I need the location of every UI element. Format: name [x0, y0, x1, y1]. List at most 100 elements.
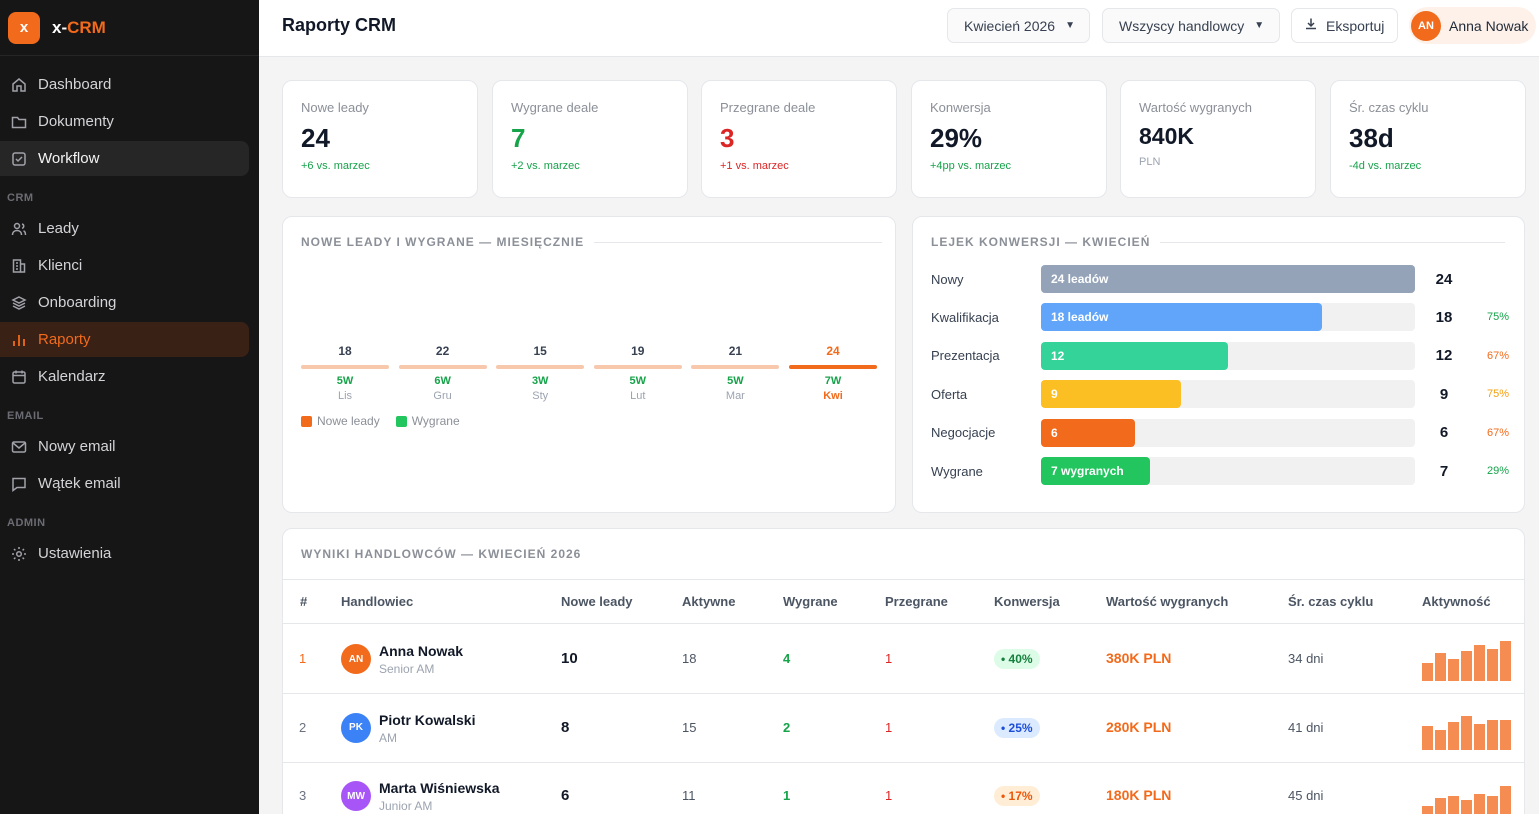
- th-rank[interactable]: #: [300, 594, 308, 609]
- results-title: WYNIKI HANDLOWCÓW — KWIECIEŃ 2026: [301, 547, 582, 561]
- avatar: AN: [1411, 10, 1441, 41]
- funnel-track: 24 leadów: [1041, 265, 1415, 293]
- export-button[interactable]: Eksportuj: [1291, 8, 1398, 43]
- month-column: 18 5W Lis: [301, 344, 389, 402]
- kpi-label: Konwersja: [930, 100, 991, 115]
- rep-name: Marta Wiśniewska: [379, 780, 500, 796]
- calendar-icon: [10, 368, 28, 386]
- rep-select[interactable]: Wszyscy handlowcy ▼: [1102, 8, 1280, 43]
- export-button-label: Eksportuj: [1326, 17, 1385, 34]
- cell-active: 18: [682, 651, 697, 666]
- sidebar-item-kalendarz[interactable]: Kalendarz: [0, 359, 249, 394]
- sidebar-item-label: Raporty: [38, 331, 91, 348]
- sidebar-item-onboarding[interactable]: Onboarding: [0, 285, 249, 320]
- kpi-value: 29%: [930, 123, 983, 153]
- funnel-count: 18: [1435, 308, 1453, 326]
- month-leads-bar: [691, 365, 780, 369]
- sidebar-item-leady[interactable]: Leady: [0, 211, 249, 246]
- sidebar-item-dokumenty[interactable]: Dokumenty: [0, 104, 249, 139]
- kpi-label: Nowe leady: [301, 100, 369, 115]
- brand[interactable]: x x-CRM: [0, 0, 259, 56]
- cell-new-leads: 10: [561, 650, 578, 667]
- month-won-value: 5W: [336, 375, 354, 387]
- activity-bar: [1435, 798, 1446, 814]
- th-value[interactable]: Wartość wygranych: [1106, 594, 1229, 609]
- month-leads-bar: [301, 365, 389, 369]
- nav-section-email: EMAIL: [7, 410, 44, 422]
- month-leads-value: 15: [533, 344, 547, 358]
- sidebar-item-dashboard[interactable]: Dashboard: [0, 67, 249, 102]
- funnel-stage-label: Kwalifikacja: [931, 309, 999, 325]
- funnel-title: LEJEK KONWERSJI — KWIECIEŃ: [931, 235, 1151, 249]
- activity-bar: [1461, 800, 1472, 814]
- activity-bar: [1487, 719, 1498, 750]
- cell-won: 2: [783, 719, 791, 735]
- table-row[interactable]: 3 MW Marta Wiśniewska Junior AM 6 11 1 1 • 17% 18…: [283, 762, 1524, 814]
- cell-lost: 1: [885, 788, 893, 803]
- funnel-track: 18 leadów: [1041, 303, 1415, 332]
- th-lost[interactable]: Przegrane: [885, 594, 948, 609]
- month-leads-bar: [398, 365, 487, 369]
- th-rep[interactable]: Handlowiec: [341, 594, 414, 609]
- activity-bar: [1461, 715, 1472, 750]
- legend-swatch-leads: [301, 415, 312, 427]
- activity-bar: [1435, 729, 1446, 750]
- th-conversion[interactable]: Konwersja: [994, 594, 1060, 609]
- home-icon: [10, 76, 28, 94]
- app-logo: x: [8, 11, 40, 44]
- download-icon: [1304, 17, 1318, 34]
- month-select[interactable]: Kwiecień 2026 ▼: [947, 8, 1090, 43]
- rep-role: Junior AM: [379, 799, 433, 813]
- funnel-count: 7: [1439, 462, 1449, 480]
- month-label: Lis: [337, 390, 353, 402]
- sidebar-item-klienci[interactable]: Klienci: [0, 248, 249, 283]
- kpi-label: Przegrane deale: [720, 100, 816, 115]
- funnel-count: 12: [1435, 347, 1453, 365]
- th-activity[interactable]: Aktywność: [1422, 594, 1491, 609]
- kpi-value: 3: [720, 123, 735, 153]
- kpi-change: +2 vs. marzec: [511, 160, 580, 172]
- funnel-row: Negocjacje 6 6 67%: [931, 418, 1509, 448]
- folder-icon: [10, 113, 28, 131]
- sidebar-item-watek-email[interactable]: Wątek email: [0, 466, 249, 501]
- funnel-bar: 12: [1041, 341, 1228, 370]
- row-rank: 3: [299, 788, 307, 803]
- top-header: Raporty CRM Kwiecień 2026 ▼ Wszyscy hand…: [259, 0, 1539, 57]
- kpi-label: Wartość wygranych: [1139, 100, 1252, 115]
- table-row[interactable]: 2 PK Piotr Kowalski AM 8 15 2 1 • 25% 280K PLN 41 …: [283, 694, 1524, 763]
- th-won[interactable]: Wygrane: [783, 594, 838, 609]
- sidebar-item-workflow[interactable]: Workflow: [0, 141, 249, 176]
- cell-value: 180K PLN: [1106, 787, 1172, 803]
- monthly-chart-panel: NOWE LEADY I WYGRANE — MIESIĘCZNIE 18 5W L…: [282, 216, 896, 513]
- activity-bar: [1448, 659, 1459, 681]
- gear-icon: [10, 545, 28, 563]
- month-won-value: 5W: [727, 375, 744, 387]
- user-menu[interactable]: AN Anna Nowak: [1409, 7, 1537, 44]
- mail-icon: [10, 438, 28, 456]
- activity-sparkline: [1422, 778, 1514, 814]
- checkbox-icon: [10, 150, 28, 168]
- sidebar-item-label: Leady: [38, 220, 79, 237]
- cell-lost: 1: [885, 651, 893, 666]
- th-cycle[interactable]: Śr. czas cyklu: [1288, 594, 1374, 609]
- sidebar-item-nowy-email[interactable]: Nowy email: [0, 429, 249, 464]
- activity-bar: [1435, 653, 1446, 681]
- th-new-leads[interactable]: Nowe leady: [561, 594, 633, 609]
- cell-won: 1: [783, 788, 791, 803]
- kpi-label: Śr. czas cyklu: [1349, 100, 1429, 115]
- funnel-stage-label: Prezentacja: [931, 348, 1000, 364]
- monthly-title: NOWE LEADY I WYGRANE — MIESIĘCZNIE: [301, 235, 585, 249]
- th-active[interactable]: Aktywne: [682, 594, 736, 609]
- table-row[interactable]: 1 AN Anna Nowak Senior AM 10 18 4 1 • 40% 380K PL…: [283, 625, 1524, 694]
- activity-bar: [1500, 719, 1511, 750]
- cell-cycle: 45 dni: [1288, 788, 1324, 803]
- kpi-card: Nowe leady 24 +6 vs. marzec: [282, 80, 478, 198]
- kpi-card: Konwersja 29% +4pp vs. marzec: [911, 80, 1107, 198]
- app-name: x-CRM: [52, 18, 106, 38]
- month-column: 24 7W Kwi: [789, 344, 877, 402]
- month-leads-value: 22: [435, 344, 450, 358]
- sidebar-item-raporty[interactable]: Raporty: [0, 322, 249, 357]
- row-rank: 1: [299, 651, 307, 666]
- sidebar-item-ustawienia[interactable]: Ustawienia: [0, 536, 249, 571]
- chart-legend: Nowe leady Wygrane: [301, 414, 460, 428]
